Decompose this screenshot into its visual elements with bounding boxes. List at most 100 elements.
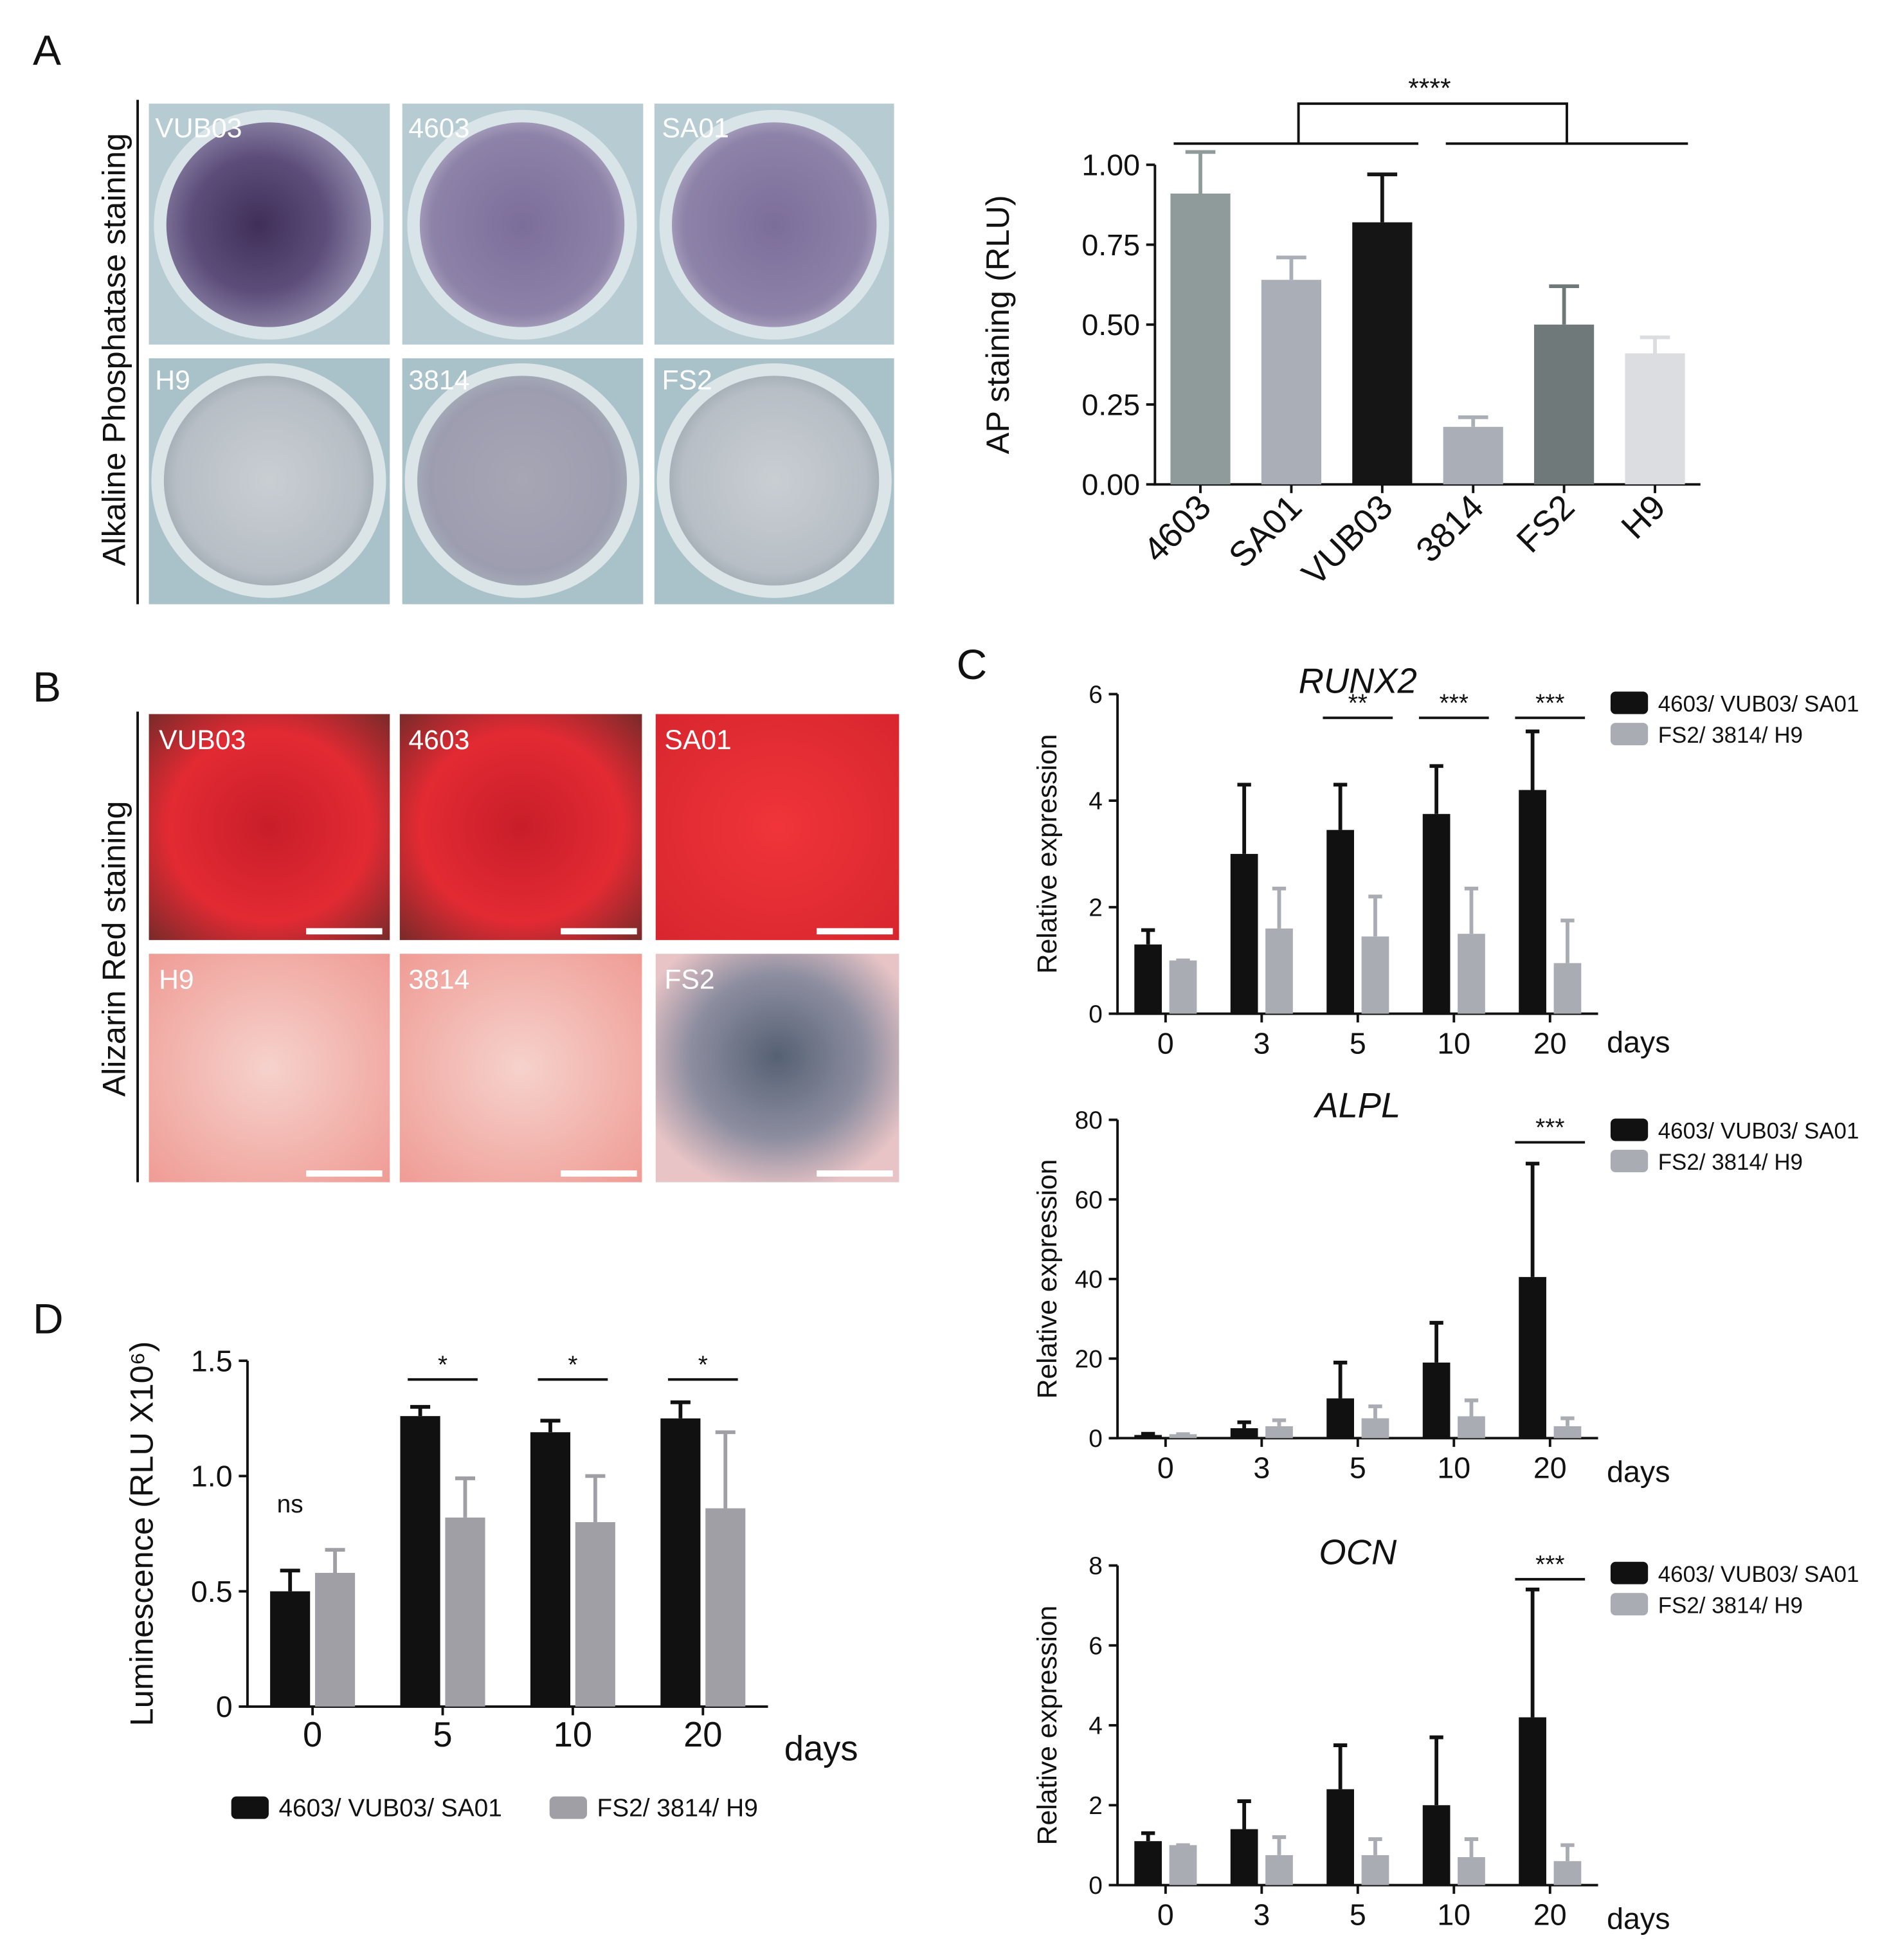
panel-label: B — [33, 663, 61, 711]
x-tick-label: 0 — [1157, 1898, 1174, 1932]
x-tick-label: 10 — [1437, 1027, 1470, 1060]
significance: * — [568, 1352, 577, 1379]
error-bar — [1333, 1361, 1348, 1399]
legend-label: FS2/ 3814/ H9 — [1658, 1150, 1803, 1175]
bar — [1519, 1717, 1546, 1885]
legend-swatch — [1610, 1561, 1649, 1584]
significance: * — [438, 1352, 447, 1379]
x-tick-label: 0 — [1157, 1451, 1174, 1485]
x-tick-label: 5 — [1350, 1027, 1366, 1060]
legend-label: 4603/ VUB03/ SA01 — [1658, 1119, 1859, 1144]
error-bar — [1276, 255, 1306, 280]
error-bar — [1141, 1831, 1155, 1842]
y-tick-label: 0.00 — [1081, 468, 1140, 502]
bar — [1553, 1426, 1582, 1438]
bar — [400, 1416, 440, 1707]
y-tick-label: 80 — [1075, 1107, 1103, 1134]
error-bar — [585, 1474, 606, 1523]
x-tick-label: H9 — [1614, 487, 1673, 546]
error-bar — [1464, 886, 1479, 934]
x-tick-label: 4603 — [1135, 487, 1218, 570]
bar — [575, 1522, 615, 1707]
legend-swatch — [1610, 1118, 1649, 1141]
photo-label: 3814 — [408, 365, 469, 396]
bar — [530, 1432, 571, 1707]
panel-label: D — [33, 1294, 64, 1342]
significance: *** — [1535, 1114, 1564, 1142]
error-bar — [1141, 1431, 1155, 1436]
error-bar — [1237, 1799, 1251, 1829]
bar — [1625, 353, 1685, 485]
bar — [1458, 934, 1485, 1014]
y-tick-label: 1.0 — [191, 1460, 233, 1493]
bar — [1352, 222, 1413, 485]
x-tick-label: 5 — [1350, 1898, 1366, 1932]
legend-swatch — [1610, 1593, 1649, 1616]
significance: *** — [1535, 690, 1564, 718]
bar — [1422, 1362, 1451, 1438]
y-axis-label: Luminescence (RLU X10⁶) — [123, 1341, 159, 1727]
photo — [149, 954, 390, 1183]
chart-title: ALPL — [1313, 1086, 1400, 1125]
x-tick-label: FS2 — [1509, 487, 1582, 560]
x-axis-label: days — [1607, 1026, 1670, 1059]
photo-label: H9 — [155, 365, 190, 396]
significance: *** — [1535, 1551, 1564, 1579]
error-bar — [1560, 1416, 1575, 1426]
photo — [399, 954, 642, 1183]
error-bar — [1368, 1837, 1382, 1855]
error-bar — [1429, 1321, 1443, 1363]
bar — [1326, 1789, 1354, 1885]
photo-label: 4603 — [408, 113, 469, 144]
bar — [270, 1591, 311, 1707]
error-bar — [1141, 928, 1155, 945]
x-tick-label: 0 — [1157, 1027, 1174, 1060]
bar — [705, 1508, 746, 1707]
photo — [655, 954, 899, 1183]
y-tick-label: 0 — [1089, 1001, 1103, 1028]
error-bar — [1272, 886, 1287, 929]
photo-label: SA01 — [662, 113, 728, 144]
bar — [1361, 936, 1389, 1014]
y-tick-label: 0.50 — [1081, 308, 1140, 341]
significance: **** — [1408, 73, 1451, 104]
panel-label: A — [33, 26, 61, 74]
error-bar — [1272, 1418, 1287, 1426]
x-tick-label: 20 — [683, 1715, 722, 1754]
x-tick-label: 10 — [554, 1715, 592, 1754]
bar — [1422, 1805, 1451, 1885]
legend-label: 4603/ VUB03/ SA01 — [278, 1795, 502, 1822]
bar — [1519, 1276, 1546, 1438]
legend-label: FS2/ 3814/ H9 — [1658, 1593, 1803, 1618]
error-bar — [1549, 284, 1579, 325]
x-tick-label: 5 — [1350, 1451, 1366, 1485]
bar — [660, 1418, 701, 1707]
error-bar — [1237, 783, 1251, 854]
significance: ** — [1348, 690, 1368, 718]
error-bar — [1368, 1404, 1382, 1419]
error-bar — [1237, 1420, 1251, 1429]
error-bar — [280, 1568, 300, 1592]
bar — [1265, 928, 1293, 1014]
error-bar — [1458, 415, 1488, 427]
error-bar — [1525, 1161, 1540, 1277]
legend-swatch — [1610, 1150, 1649, 1172]
y-axis-label: Relative expression — [1032, 1159, 1063, 1399]
significance: ns — [277, 1491, 303, 1518]
legend-label: FS2/ 3814/ H9 — [597, 1795, 758, 1822]
y-tick-label: 4 — [1089, 1712, 1103, 1740]
photo-label: H9 — [159, 965, 194, 995]
x-tick-label: 20 — [1533, 1027, 1567, 1060]
bar — [1265, 1855, 1293, 1885]
side-label: Alizarin Red staining — [96, 801, 132, 1096]
y-tick-label: 6 — [1089, 1632, 1103, 1660]
bar — [1170, 193, 1231, 485]
bar — [1361, 1855, 1389, 1885]
y-axis-label: AP staining (RLU) — [979, 195, 1016, 454]
photo-label: FS2 — [662, 365, 712, 396]
error-bar — [1429, 764, 1443, 814]
legend-swatch — [231, 1796, 269, 1819]
bar — [1443, 426, 1503, 485]
x-tick-label: 3 — [1253, 1898, 1270, 1932]
legend-label: 4603/ VUB03/ SA01 — [1658, 692, 1859, 717]
